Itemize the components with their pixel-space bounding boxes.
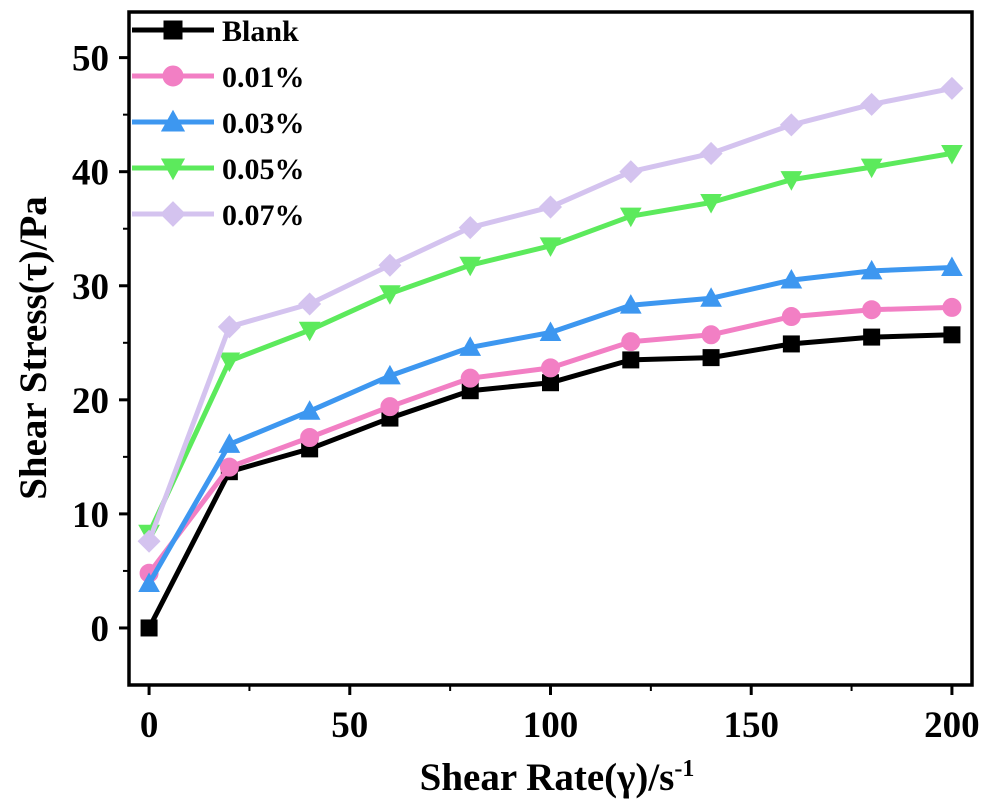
- legend-entry-3: 0.05%: [132, 153, 305, 186]
- legend-entry-1: 0.01%: [132, 61, 305, 94]
- series-2: [138, 256, 963, 592]
- data-point: [298, 400, 321, 420]
- legend-swatch-marker: [162, 65, 184, 87]
- x-axis-title-superscript: -1: [674, 756, 694, 782]
- data-point: [538, 195, 563, 219]
- x-tick-label: 100: [523, 705, 579, 746]
- data-point: [700, 193, 722, 214]
- x-axis-title-text: Shear Rate(γ)/s: [420, 756, 675, 799]
- data-point: [379, 364, 401, 385]
- data-point: [943, 326, 961, 344]
- data-point: [137, 529, 161, 553]
- legend-swatch-marker: [160, 201, 186, 227]
- data-point: [780, 269, 803, 289]
- data-point: [218, 352, 241, 373]
- data-point: [621, 332, 641, 352]
- data-point: [779, 113, 803, 137]
- legend-entry-2: 0.03%: [132, 107, 305, 140]
- data-point: [863, 328, 881, 346]
- data-point: [459, 256, 482, 277]
- data-point: [781, 307, 801, 327]
- data-point: [379, 285, 401, 305]
- legend-swatch-marker: [160, 109, 186, 132]
- data-point: [782, 335, 800, 353]
- data-point: [460, 368, 480, 388]
- data-point: [860, 92, 884, 116]
- data-point: [862, 300, 882, 320]
- data-point: [619, 207, 642, 228]
- legend-swatch-marker: [163, 20, 183, 40]
- legend-label: 0.07%: [222, 199, 305, 232]
- series-3: [138, 144, 963, 545]
- data-point: [458, 216, 482, 240]
- data-point: [941, 144, 963, 165]
- data-point: [541, 358, 560, 378]
- legend-entry-4: 0.07%: [132, 199, 305, 232]
- data-point: [940, 76, 964, 100]
- data-point: [298, 292, 322, 316]
- data-point: [860, 158, 883, 179]
- legend-entry-0: Blank: [132, 15, 299, 48]
- data-point: [539, 321, 562, 342]
- data-point: [217, 315, 241, 339]
- x-tick-label: 200: [924, 705, 980, 746]
- x-axis-title: Shear Rate(γ)/s-1: [420, 756, 695, 799]
- data-point: [702, 349, 720, 367]
- data-point: [378, 253, 402, 277]
- y-tick-label: 40: [72, 153, 109, 194]
- y-tick-label: 20: [72, 381, 109, 422]
- data-point: [619, 160, 643, 184]
- data-point: [218, 433, 241, 453]
- legend-label: 0.01%: [222, 61, 305, 94]
- data-point: [780, 171, 803, 191]
- data-point: [298, 321, 321, 342]
- data-point: [701, 325, 721, 345]
- data-point: [860, 259, 883, 280]
- x-tick-label: 0: [140, 705, 159, 746]
- series-4: [137, 76, 964, 553]
- legend-label: 0.05%: [222, 153, 305, 186]
- y-axis-title: Shear Stress(τ)/Pa: [12, 196, 55, 500]
- data-point: [380, 397, 400, 417]
- data-point: [700, 287, 722, 307]
- data-point: [941, 256, 963, 277]
- legend-label: Blank: [222, 15, 299, 48]
- ticks-layer: 0 50 100 150 200 0 10 20 30 40 50: [72, 39, 980, 746]
- y-tick-label: 0: [91, 609, 110, 650]
- data-point: [140, 619, 158, 637]
- data-point: [539, 237, 562, 257]
- data-point: [300, 427, 320, 447]
- data-point: [619, 294, 642, 314]
- data-point: [138, 572, 160, 592]
- y-tick-label: 30: [72, 267, 109, 308]
- legend-swatch-marker: [160, 158, 186, 181]
- x-tick-label: 50: [331, 705, 368, 746]
- series-layer: [137, 76, 964, 637]
- x-tick-label: 150: [723, 705, 779, 746]
- data-point: [219, 457, 239, 477]
- legend-label: 0.03%: [222, 107, 305, 140]
- data-point: [699, 141, 723, 165]
- data-point: [459, 336, 482, 356]
- y-tick-label: 10: [72, 495, 109, 536]
- data-point: [622, 351, 640, 369]
- y-tick-label: 50: [72, 39, 109, 80]
- data-point: [942, 297, 962, 317]
- legend: Blank 0.01% 0.03% 0.05% 0.07%: [132, 15, 305, 232]
